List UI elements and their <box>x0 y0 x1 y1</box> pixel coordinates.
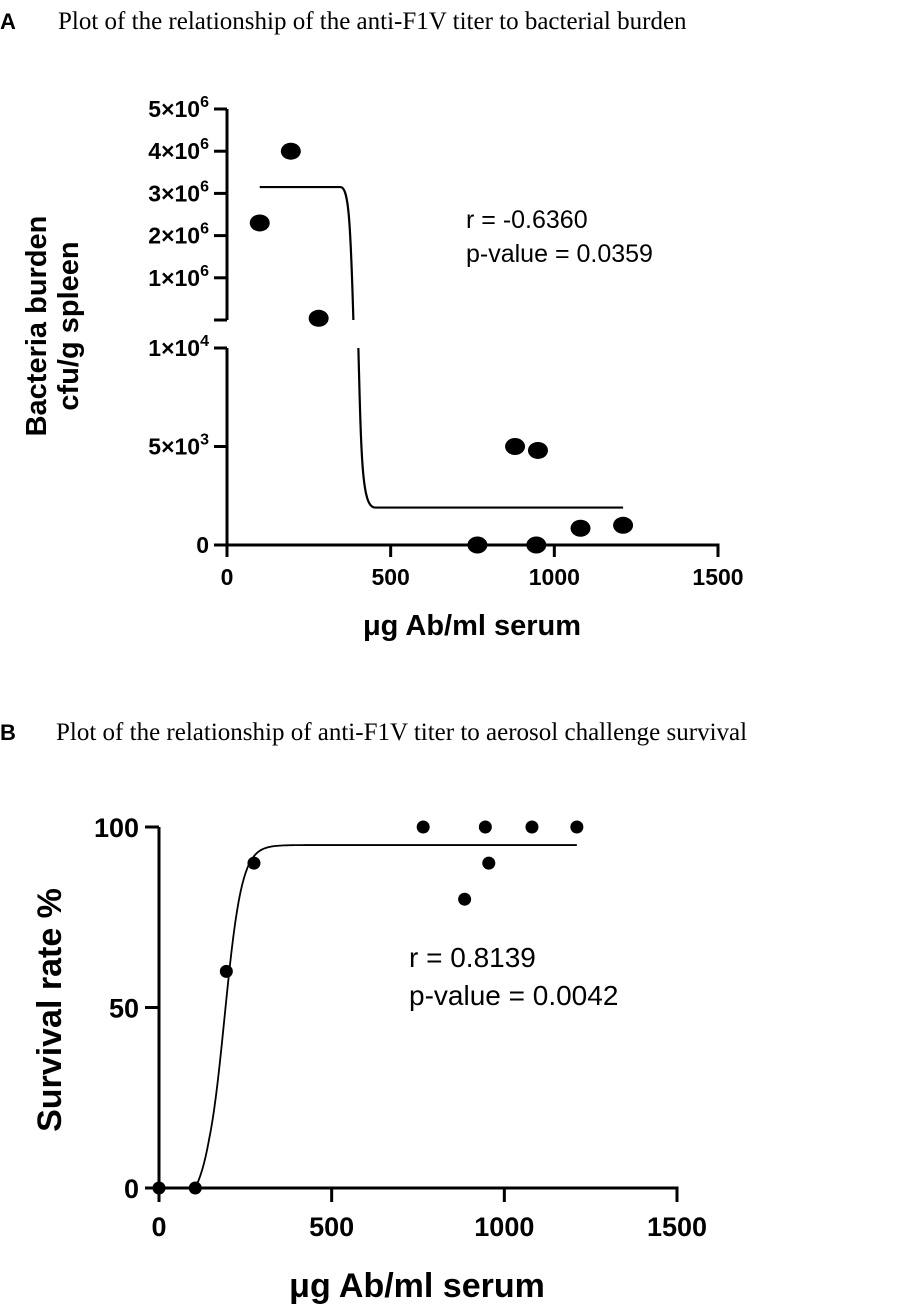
chart-b-y-tick-label: 0 <box>124 1174 139 1204</box>
chart-a-data-point <box>249 214 270 232</box>
chart-b-data-point <box>188 1181 202 1195</box>
chart-a-y-tick-label: 5×103 <box>148 432 209 460</box>
chart-b-x-axis-label: μg Ab/ml serum <box>289 1267 545 1305</box>
chart-a-x-tick-label: 1500 <box>692 564 743 590</box>
chart-a-p-value: p-value = 0.0359 <box>466 240 653 268</box>
chart-a-x-tick-label: 500 <box>371 564 409 590</box>
chart-a-data-point <box>280 142 301 160</box>
chart-b: 0 50 100 0 500 1000 1500 μg Ab/ml serum Survi… <box>31 813 707 1305</box>
chart-b-data-point <box>478 820 492 834</box>
panel-a-letter: A <box>0 9 16 34</box>
chart-a-y-tick-label: 0 <box>196 532 209 558</box>
chart-a-y-axis-label: Bacteria burden cfu/g spleen <box>21 216 85 437</box>
chart-b-data-point <box>152 1181 166 1195</box>
chart-a-data-point <box>570 519 591 537</box>
chart-a-y-tick-label: 1×104 <box>148 333 209 361</box>
chart-a-y-ticks: 0 5×103 1×104 1×106 2×106 3×106 4×106 5×106 <box>148 94 227 558</box>
chart-b-x-tick-label: 500 <box>309 1212 354 1242</box>
chart-a-x-tick-label: 1000 <box>529 564 580 590</box>
chart-a: 0 5×103 1×104 1×106 2×106 3×106 4×106 5×106 0 50… <box>21 94 744 642</box>
chart-b-data-point <box>219 964 233 978</box>
chart-a-y-axis-label-line-2: cfu/g spleen <box>53 241 85 410</box>
chart-b-data-point <box>482 856 496 870</box>
chart-b-y-axis-label: Survival rate % <box>31 888 69 1132</box>
chart-a-fit-curve <box>259 185 624 509</box>
chart-b-data-point <box>247 856 261 870</box>
chart-a-data-point <box>467 536 488 554</box>
chart-b-y-axis-label-text: Survival rate % <box>31 888 69 1132</box>
panel-b-letter: B <box>0 720 16 745</box>
chart-b-x-ticks: 0 500 1000 1500 <box>151 1188 707 1242</box>
chart-a-y-tick-label: 3×106 <box>148 178 209 206</box>
chart-a-y-tick-label: 2×106 <box>148 221 209 249</box>
chart-a-r-value: r = -0.6360 <box>466 206 588 234</box>
chart-a-x-tick-label: 0 <box>221 564 234 590</box>
chart-b-data-point <box>416 820 430 834</box>
chart-a-y-tick-label: 4×106 <box>148 136 209 164</box>
chart-b-points <box>152 820 584 1195</box>
chart-a-y-tick-label: 5×106 <box>148 94 209 122</box>
chart-b-p-value: p-value = 0.0042 <box>409 980 618 1011</box>
chart-a-data-point <box>308 309 329 327</box>
chart-b-x-tick-label: 1000 <box>474 1212 534 1242</box>
chart-a-data-point <box>613 516 634 534</box>
chart-a-data-point <box>505 438 526 455</box>
chart-b-y-tick-label: 100 <box>94 813 139 843</box>
chart-b-data-point <box>525 820 539 834</box>
chart-b-x-tick-label: 0 <box>151 1212 166 1242</box>
chart-a-x-axis-label: μg Ab/ml serum <box>363 610 581 642</box>
chart-b-r-value: r = 0.8139 <box>409 942 536 973</box>
chart-b-y-tick-label: 50 <box>109 994 139 1024</box>
chart-a-data-point <box>527 441 548 459</box>
chart-b-data-point <box>570 820 584 834</box>
chart-b-data-point <box>458 892 472 906</box>
chart-a-y-tick-label: 1×106 <box>148 263 209 291</box>
chart-b-y-ticks: 0 50 100 <box>94 813 159 1204</box>
panel-a-title: Plot of the relationship of the anti-F1V… <box>58 8 687 35</box>
chart-b-x-tick-label: 1500 <box>647 1212 707 1242</box>
chart-a-data-point <box>526 536 547 554</box>
chart-a-axes <box>214 109 720 547</box>
chart-a-x-ticks: 0 500 1000 1500 <box>221 545 744 590</box>
chart-a-points <box>249 142 634 554</box>
chart-b-fit-curve <box>194 844 577 1189</box>
panel-b-title: Plot of the relationship of anti-F1V tit… <box>56 719 747 746</box>
chart-a-y-axis-label-line-1: Bacteria burden <box>21 216 53 437</box>
